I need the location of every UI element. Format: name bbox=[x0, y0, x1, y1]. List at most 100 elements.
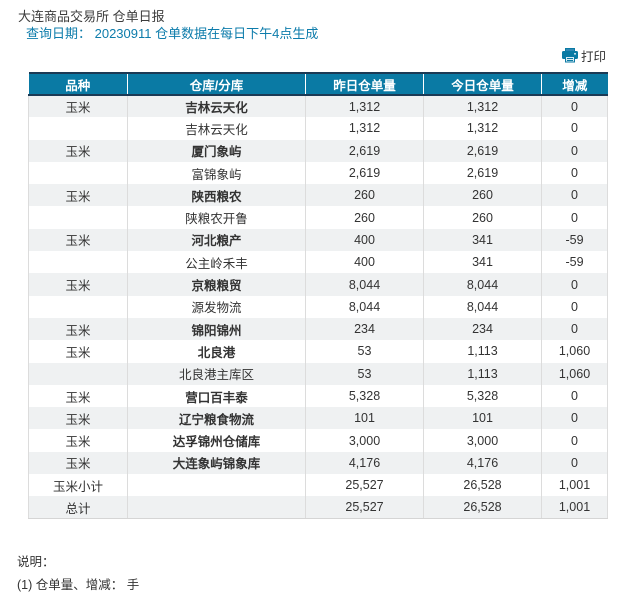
warehouse-cell: 公主岭禾丰 bbox=[127, 251, 306, 274]
change-cell: 0 bbox=[541, 95, 608, 118]
yesterday-qty-cell: 400 bbox=[305, 228, 424, 252]
change-cell: 0 bbox=[541, 451, 608, 475]
yesterday-qty-cell: 53 bbox=[305, 340, 424, 363]
change-cell: 0 bbox=[541, 317, 608, 341]
variety-cell bbox=[28, 251, 128, 274]
table-row: 玉米 吉林云天化 1,312 1,312 0 bbox=[28, 95, 608, 118]
warehouse-cell: 陕粮农开鲁 bbox=[127, 206, 306, 229]
change-cell: 0 bbox=[541, 161, 608, 185]
warehouse-receipt-table: 品种 仓库/分库 昨日仓单量 今日仓单量 增减 玉米 吉林云天化 1,312 1,31… bbox=[28, 72, 608, 520]
variety-cell: 玉米 bbox=[28, 340, 128, 363]
warehouse-cell: 大连象屿锦象库 bbox=[127, 451, 306, 475]
change-cell: 0 bbox=[541, 139, 608, 162]
column-header-yesterday-qty: 昨日仓单量 bbox=[305, 72, 424, 96]
warehouse-cell bbox=[127, 496, 306, 520]
warehouse-cell: 河北粮产 bbox=[127, 228, 306, 252]
table-row: 总计 25,527 26,528 1,001 bbox=[28, 496, 608, 520]
column-header-variety: 品种 bbox=[28, 72, 128, 96]
today-qty-cell: 4,176 bbox=[423, 451, 542, 475]
change-cell: 0 bbox=[541, 273, 608, 296]
table-row: 陕粮农开鲁 260 260 0 bbox=[28, 206, 608, 229]
warehouse-cell: 营口百丰泰 bbox=[127, 384, 306, 408]
print-button-label: 打印 bbox=[580, 50, 606, 64]
variety-cell: 玉米 bbox=[28, 139, 128, 162]
today-qty-cell: 260 bbox=[423, 206, 542, 229]
table-row: 吉林云天化 1,312 1,312 0 bbox=[28, 117, 608, 140]
warehouse-cell: 京粮粮贸 bbox=[127, 273, 306, 296]
change-cell: -59 bbox=[541, 251, 608, 274]
change-cell: 0 bbox=[541, 117, 608, 140]
variety-cell: 玉米小计 bbox=[28, 474, 128, 497]
column-header-warehouse: 仓库/分库 bbox=[127, 72, 306, 96]
table-row: 玉米 厦门象屿 2,619 2,619 0 bbox=[28, 139, 608, 162]
change-cell: 1,060 bbox=[541, 340, 608, 363]
yesterday-qty-cell: 260 bbox=[305, 184, 424, 207]
print-button[interactable]: 打印 bbox=[561, 46, 606, 65]
table-row: 玉米 达孚锦州仓储库 3,000 3,000 0 bbox=[28, 429, 608, 452]
warehouse-cell: 锦阳锦州 bbox=[127, 317, 306, 341]
table-row: 玉米 锦阳锦州 234 234 0 bbox=[28, 317, 608, 341]
yesterday-qty-cell: 4,176 bbox=[305, 451, 424, 475]
column-header-today-qty: 今日仓单量 bbox=[423, 72, 542, 96]
yesterday-qty-cell: 101 bbox=[305, 407, 424, 430]
today-qty-cell: 26,528 bbox=[423, 474, 542, 497]
printer-icon bbox=[561, 48, 578, 63]
variety-cell bbox=[28, 117, 128, 140]
today-qty-cell: 1,312 bbox=[423, 117, 542, 140]
today-qty-cell: 341 bbox=[423, 251, 542, 274]
yesterday-qty-cell: 25,527 bbox=[305, 496, 424, 520]
yesterday-qty-cell: 5,328 bbox=[305, 384, 424, 408]
yesterday-qty-cell: 2,619 bbox=[305, 139, 424, 162]
change-cell: 1,001 bbox=[541, 474, 608, 497]
yesterday-qty-cell: 25,527 bbox=[305, 474, 424, 497]
today-qty-cell: 5,328 bbox=[423, 384, 542, 408]
today-qty-cell: 234 bbox=[423, 317, 542, 341]
warehouse-cell: 陕西粮农 bbox=[127, 184, 306, 207]
change-cell: 0 bbox=[541, 407, 608, 430]
variety-cell: 总计 bbox=[28, 496, 128, 520]
footnote-unit: (1) 仓单量、增减： 手 bbox=[17, 578, 140, 592]
variety-cell: 玉米 bbox=[28, 407, 128, 430]
variety-cell: 玉米 bbox=[28, 317, 128, 341]
variety-cell: 玉米 bbox=[28, 273, 128, 296]
change-cell: 1,060 bbox=[541, 362, 608, 385]
warehouse-cell: 达孚锦州仓储库 bbox=[127, 429, 306, 452]
today-qty-cell: 8,044 bbox=[423, 295, 542, 318]
today-qty-cell: 1,312 bbox=[423, 95, 542, 118]
today-qty-cell: 1,113 bbox=[423, 340, 542, 363]
table-row: 玉米 京粮粮贸 8,044 8,044 0 bbox=[28, 273, 608, 296]
variety-cell: 玉米 bbox=[28, 184, 128, 207]
yesterday-qty-cell: 234 bbox=[305, 317, 424, 341]
yesterday-qty-cell: 8,044 bbox=[305, 273, 424, 296]
change-cell: -59 bbox=[541, 228, 608, 252]
table-header: 品种 仓库/分库 昨日仓单量 今日仓单量 增减 bbox=[28, 72, 608, 96]
yesterday-qty-cell: 260 bbox=[305, 206, 424, 229]
change-cell: 0 bbox=[541, 206, 608, 229]
warehouse-cell bbox=[127, 474, 306, 497]
variety-cell: 玉米 bbox=[28, 384, 128, 408]
warehouse-cell: 北良港 bbox=[127, 340, 306, 363]
warehouse-cell: 辽宁粮食物流 bbox=[127, 407, 306, 430]
table-row: 玉米 大连象屿锦象库 4,176 4,176 0 bbox=[28, 451, 608, 475]
today-qty-cell: 101 bbox=[423, 407, 542, 430]
page-title: 大连商品交易所 仓单日报 bbox=[18, 9, 165, 24]
variety-cell: 玉米 bbox=[28, 429, 128, 452]
today-qty-cell: 260 bbox=[423, 184, 542, 207]
warehouse-cell: 富锦象屿 bbox=[127, 161, 306, 185]
warehouse-cell: 吉林云天化 bbox=[127, 95, 306, 118]
today-qty-cell: 1,113 bbox=[423, 362, 542, 385]
variety-cell bbox=[28, 206, 128, 229]
column-header-change: 增减 bbox=[541, 72, 608, 96]
today-qty-cell: 2,619 bbox=[423, 161, 542, 185]
yesterday-qty-cell: 8,044 bbox=[305, 295, 424, 318]
variety-cell: 玉米 bbox=[28, 228, 128, 252]
table-row: 玉米 北良港 53 1,113 1,060 bbox=[28, 340, 608, 363]
yesterday-qty-cell: 53 bbox=[305, 362, 424, 385]
change-cell: 0 bbox=[541, 184, 608, 207]
table-row: 玉米 营口百丰泰 5,328 5,328 0 bbox=[28, 384, 608, 408]
today-qty-cell: 3,000 bbox=[423, 429, 542, 452]
change-cell: 0 bbox=[541, 429, 608, 452]
warehouse-cell: 源发物流 bbox=[127, 295, 306, 318]
yesterday-qty-cell: 400 bbox=[305, 251, 424, 274]
change-cell: 0 bbox=[541, 295, 608, 318]
